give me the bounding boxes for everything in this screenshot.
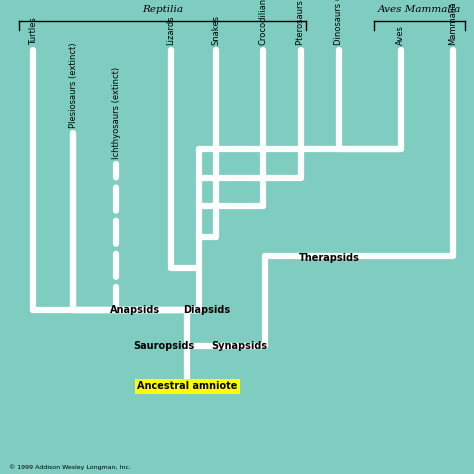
Text: Anapsids: Anapsids bbox=[110, 305, 160, 316]
Text: Mammalia: Mammalia bbox=[448, 1, 457, 45]
Text: Lizards: Lizards bbox=[166, 15, 175, 45]
Text: Pterosaurs (extinct): Pterosaurs (extinct) bbox=[297, 0, 305, 45]
Text: Aves: Aves bbox=[396, 25, 405, 45]
Text: Diapsids: Diapsids bbox=[182, 305, 230, 316]
Text: Aves Mammalia: Aves Mammalia bbox=[378, 5, 461, 14]
Text: Ichthyosaurs (extinct): Ichthyosaurs (extinct) bbox=[112, 67, 120, 159]
Text: Turtles: Turtles bbox=[29, 17, 37, 45]
Text: Snakes: Snakes bbox=[211, 15, 220, 45]
Text: Dinosaurs (extinct): Dinosaurs (extinct) bbox=[335, 0, 343, 45]
Text: © 1999 Addison Wesley Longman, Inc.: © 1999 Addison Wesley Longman, Inc. bbox=[9, 465, 131, 470]
Text: Synapsids: Synapsids bbox=[211, 341, 267, 351]
Text: Reptilia: Reptilia bbox=[142, 5, 183, 14]
Text: Sauropsids: Sauropsids bbox=[133, 341, 194, 351]
Text: Therapsids: Therapsids bbox=[299, 253, 360, 264]
Text: Plesiosaurs (extinct): Plesiosaurs (extinct) bbox=[69, 43, 78, 128]
Text: Ancestral amniote: Ancestral amniote bbox=[137, 381, 237, 392]
Text: Crocodilians: Crocodilians bbox=[259, 0, 267, 45]
